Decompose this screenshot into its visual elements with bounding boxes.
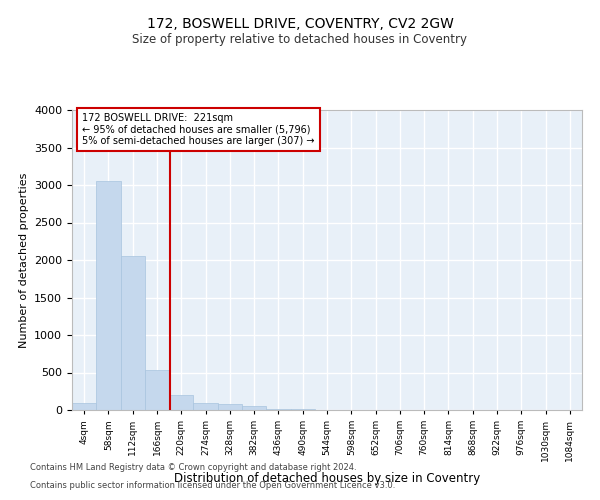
Y-axis label: Number of detached properties: Number of detached properties [19,172,29,348]
Bar [193,402,218,410]
Text: Contains public sector information licensed under the Open Government Licence v3: Contains public sector information licen… [30,481,395,490]
Bar [266,408,290,410]
X-axis label: Distribution of detached houses by size in Coventry: Distribution of detached houses by size … [174,472,480,486]
Bar [96,181,121,410]
Text: 172, BOSWELL DRIVE, COVENTRY, CV2 2GW: 172, BOSWELL DRIVE, COVENTRY, CV2 2GW [146,18,454,32]
Bar [72,402,96,410]
Text: Size of property relative to detached houses in Coventry: Size of property relative to detached ho… [133,32,467,46]
Bar [290,409,315,410]
Text: 172 BOSWELL DRIVE:  221sqm
← 95% of detached houses are smaller (5,796)
5% of se: 172 BOSWELL DRIVE: 221sqm ← 95% of detac… [82,113,314,146]
Bar [242,406,266,410]
Text: Contains HM Land Registry data © Crown copyright and database right 2024.: Contains HM Land Registry data © Crown c… [30,464,356,472]
Bar [169,395,193,410]
Bar [218,404,242,410]
Bar [145,370,169,410]
Bar [121,256,145,410]
